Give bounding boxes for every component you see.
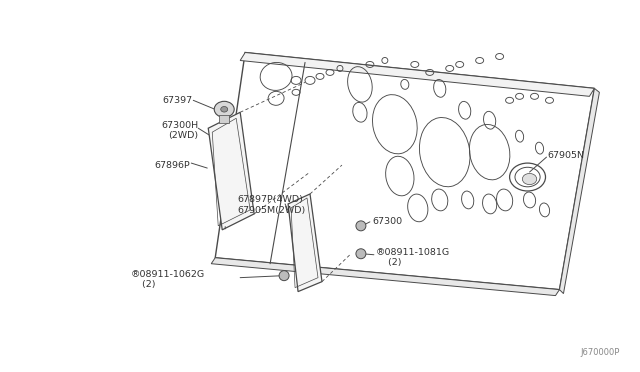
Text: 67300H
(2WD): 67300H (2WD)	[161, 121, 198, 140]
Polygon shape	[559, 89, 600, 294]
Polygon shape	[211, 258, 559, 296]
Text: J670000P: J670000P	[580, 348, 620, 357]
Text: ®08911-1081G
    (2): ®08911-1081G (2)	[376, 248, 450, 267]
Text: 67300: 67300	[372, 217, 402, 227]
Text: 67397: 67397	[162, 96, 192, 105]
Circle shape	[279, 271, 289, 280]
Text: ®08911-1062G
    (2): ®08911-1062G (2)	[131, 270, 205, 289]
Text: 67905N: 67905N	[547, 151, 584, 160]
Ellipse shape	[522, 173, 537, 185]
Text: 67896P: 67896P	[154, 161, 190, 170]
Polygon shape	[220, 115, 229, 123]
Circle shape	[356, 221, 366, 231]
Polygon shape	[208, 112, 254, 230]
Polygon shape	[240, 52, 595, 96]
Circle shape	[356, 249, 366, 259]
Text: 67897P(4WD)
67905M(2WD): 67897P(4WD) 67905M(2WD)	[237, 195, 305, 215]
Ellipse shape	[221, 106, 228, 112]
Ellipse shape	[214, 101, 234, 117]
Polygon shape	[288, 194, 322, 292]
